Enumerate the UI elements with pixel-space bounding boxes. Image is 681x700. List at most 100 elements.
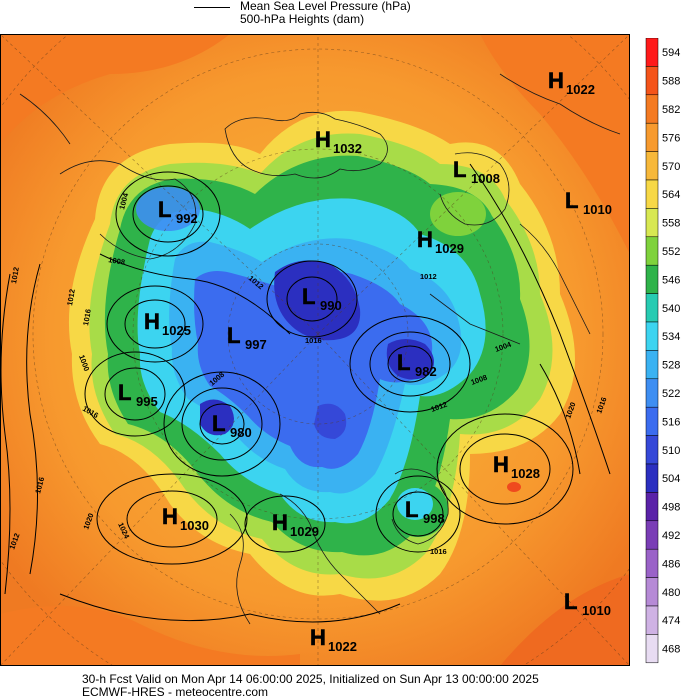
source-credit: ECMWF-HRES - meteocentre.com [82,685,269,699]
colorbar-swatch [645,492,659,522]
isobar-label: 1004 [117,191,130,210]
low-pressure-center: L 982 [397,350,437,379]
system-letter: H [493,452,509,477]
colorbar-label: 474 [662,615,680,627]
low-pressure-center: L 1010 [565,188,612,217]
system-pressure-value: 980 [230,425,252,440]
legend-heights-label: 500-hPa Heights (dam) [240,12,365,26]
colorbar-swatch [645,577,659,607]
graticule [0,34,630,666]
colorbar-swatch [645,122,659,152]
isobars [0,163,611,623]
system-pressure-value: 990 [320,298,342,313]
colorbar-swatch [645,179,659,209]
high-pressure-center: H 1029 [272,510,319,539]
system-pressure-value: 1022 [566,82,595,97]
colorbar-swatch [645,151,659,181]
system-letter: L [227,323,240,348]
colorbar-swatch [645,548,659,578]
colorbar-swatch [645,463,659,493]
colorbar-label: 510 [662,445,680,457]
low-pressure-center: L 992 [158,197,198,226]
system-letter: H [144,309,160,334]
colorbar-swatch [645,406,659,436]
forecast-valid-text: 30-h Fcst Valid on Mon Apr 14 06:00:00 2… [82,672,539,686]
colorbar-label: 516 [662,416,680,428]
system-pressure-value: 1010 [583,202,612,217]
colorbar-label: 576 [662,132,680,144]
height-field [0,34,630,666]
high-pressure-center: H 1028 [493,452,540,481]
system-letter: L [397,350,410,375]
isobar-label: 1016 [305,336,322,345]
colorbar-swatch [645,350,659,380]
colorbar-swatch [645,94,659,124]
colorbar-swatch [645,435,659,465]
colorbar-swatch [645,38,659,67]
colorbar-label: 564 [662,189,680,201]
system-pressure-value: 1030 [180,518,209,533]
colorbar-label: 594 [662,47,680,59]
low-pressure-center: L 1010 [564,589,611,618]
colorbar-label: 522 [662,388,680,400]
colorbar-swatch [645,634,659,664]
colorbar-label: 540 [662,303,680,315]
colorbar-label: 588 [662,76,680,88]
low-pressure-center: L 990 [302,284,342,313]
system-letter: L [302,284,315,309]
colorbar-label: 570 [662,161,680,173]
colorbar-swatch [645,520,659,550]
colorbar-label: 468 [662,644,680,656]
system-pressure-value: 1029 [290,524,319,539]
system-pressure-value: 992 [176,211,198,226]
colorbar-swatch [645,66,659,96]
system-letter: L [565,188,578,213]
high-pressure-center: H 1029 [417,227,464,256]
high-pressure-center: H 1032 [315,127,362,156]
system-pressure-value: 998 [423,511,445,526]
high-pressure-center: H 1025 [144,309,191,338]
system-pressure-value: 1032 [333,141,362,156]
colorbar-swatch [645,378,659,408]
colorbar-label: 492 [662,530,680,542]
isobar-label: 1016 [430,547,447,556]
low-pressure-center: L 1008 [453,157,500,186]
colorbar-label: 486 [662,558,680,570]
low-pressure-center: L 997 [227,323,267,352]
colorbar-swatch [645,236,659,266]
legend-mslp-label: Mean Sea Level Pressure (hPa) [240,0,411,13]
high-pressure-center: H 1022 [310,625,357,654]
colorbar-label: 558 [662,218,680,230]
system-letter: H [315,127,331,152]
high-pressure-center: H 1030 [162,504,209,533]
isobar-label: 1016 [81,308,93,326]
system-letter: H [272,510,288,535]
high-pressure-center: H 1022 [548,68,595,97]
system-pressure-value: 982 [415,364,437,379]
map-legend: Mean Sea Level Pressure (hPa) 500-hPa He… [190,0,490,28]
system-letter: H [548,68,564,93]
colorbar-label: 546 [662,274,680,286]
low-pressure-center: L 980 [212,411,252,440]
colorbar-label: 552 [662,246,680,258]
colorbar-label: 528 [662,360,680,372]
system-letter: L [405,497,418,522]
system-pressure-value: 1029 [435,241,464,256]
colorbar-swatch [645,264,659,294]
isobar-line-sample [194,7,230,8]
system-pressure-value: 1008 [471,171,500,186]
system-pressure-value: 1028 [511,466,540,481]
system-letter: L [212,411,225,436]
colorbar-swatch [645,321,659,351]
isobar-label: 1016 [33,476,46,494]
colorbar-label: 480 [662,587,680,599]
isobar-label: 1008 [108,255,126,267]
colorbar-label: 498 [662,502,680,514]
system-pressure-value: 997 [245,337,267,352]
colorbar-swatch [645,208,659,238]
colorbar-swatch [645,605,659,635]
system-letter: L [453,157,466,182]
coastlines [19,73,621,625]
